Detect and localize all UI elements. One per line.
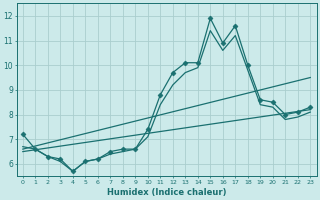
X-axis label: Humidex (Indice chaleur): Humidex (Indice chaleur) [107, 188, 226, 197]
